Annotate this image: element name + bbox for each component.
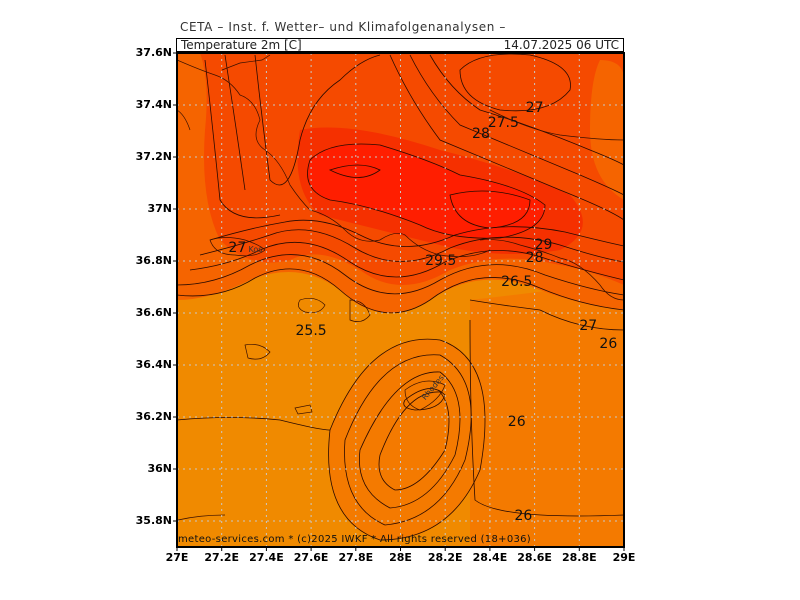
lat-label: 37.6N <box>135 46 172 59</box>
lat-label: 37.4N <box>135 98 172 111</box>
contour-value-label: 29 <box>534 237 553 254</box>
valid-time: 14.07.2025 06 UTC <box>503 38 619 52</box>
lat-label: 35.8N <box>135 514 172 527</box>
zone-east-edge-27 <box>590 60 624 200</box>
lon-label: 27.8E <box>338 551 374 564</box>
zone-hotspot-30 <box>307 144 545 239</box>
contour-value-label: 25.5 <box>295 323 327 340</box>
lat-label: 37N <box>147 202 172 215</box>
coastlines <box>177 54 624 521</box>
zone-warm-east-south <box>470 280 624 547</box>
lat-label: 36N <box>147 462 172 475</box>
lat-label: 36.2N <box>135 410 172 423</box>
lat-label: 37.2N <box>135 150 172 163</box>
axis-ticks <box>173 52 625 551</box>
contour-value-label: 26 <box>514 507 533 524</box>
lon-label: 27E <box>165 551 189 564</box>
lon-label: 28.6E <box>517 551 552 564</box>
place-name-label: Kos <box>248 245 263 255</box>
copyright-footer: meteo-services.com * (c)2025 IWKF * All … <box>178 534 532 545</box>
contour-value-label: 27 <box>525 99 544 116</box>
contour-value-label: 27 <box>579 318 598 334</box>
contour-value-label: 26 <box>599 336 618 353</box>
lon-label: 27.2E <box>204 551 240 564</box>
variable-title: Temperature 2m [C] <box>181 38 302 52</box>
lon-label: 27.6E <box>293 551 329 564</box>
lon-label: 27.4E <box>249 551 284 564</box>
lat-label: 36.6N <box>135 306 172 319</box>
contour-value-label: 28 <box>525 250 544 267</box>
contour-value-label: 27.5 <box>487 115 519 132</box>
lon-label: 28.4E <box>472 551 508 564</box>
contour-value-label: 26 <box>507 414 526 431</box>
contour-value-label: 27 <box>228 240 247 256</box>
institute-header: CETA – Inst. f. Wetter– und Klimafolgena… <box>180 20 506 34</box>
lat-label: 36.4N <box>135 358 172 371</box>
lon-label: 28E <box>389 551 412 564</box>
zone-warm-rhodes <box>328 339 485 540</box>
lat-label: 36.8N <box>135 254 172 267</box>
gridlines <box>177 53 624 547</box>
title-bar: Temperature 2m [C] 14.07.2025 06 UTC <box>176 38 624 52</box>
contour-value-label: 29.5 <box>425 253 457 269</box>
lon-label: 29E <box>612 551 636 564</box>
contour-value-label: 26.5 <box>501 273 533 290</box>
contour-value-label: 28 <box>472 125 490 142</box>
lon-label: 28.8E <box>561 551 597 564</box>
lon-label: 28.2E <box>427 551 463 564</box>
